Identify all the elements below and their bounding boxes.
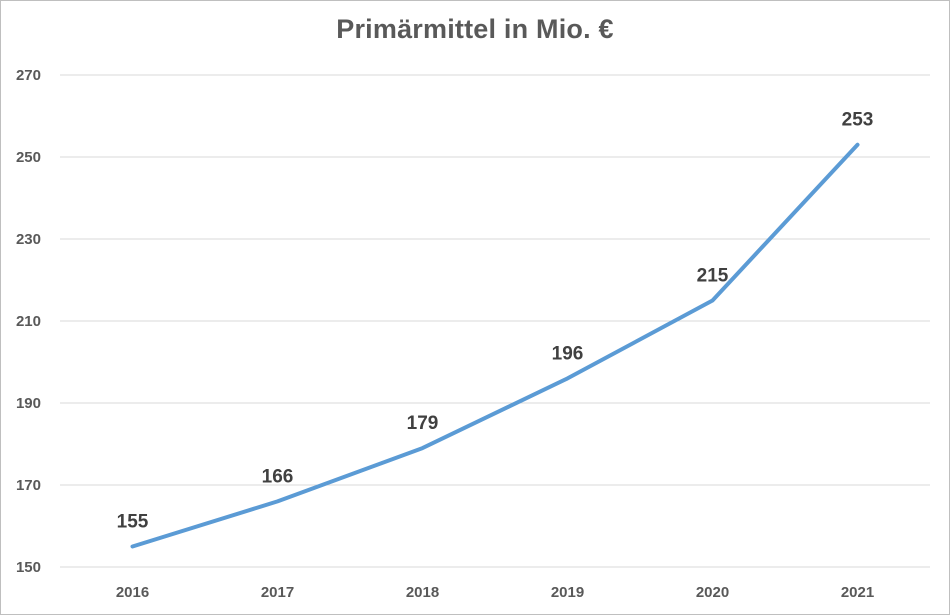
data-label-2018: 179: [407, 413, 439, 434]
x-tick-label-2021: 2021: [841, 584, 874, 601]
data-label-2020: 215: [697, 266, 729, 287]
x-tick-label-2019: 2019: [551, 584, 584, 601]
x-tick-label-2020: 2020: [696, 584, 729, 601]
x-tick-label-2016: 2016: [116, 584, 149, 601]
chart-title: Primärmittel in Mio. €: [336, 14, 614, 44]
x-tick-label-2017: 2017: [261, 584, 294, 601]
series-line-0: [130, 142, 860, 549]
data-label-2019: 196: [552, 343, 584, 364]
y-tick-label-250: 250: [16, 149, 41, 166]
data-label-2016: 155: [117, 512, 149, 533]
y-tick-label-210: 210: [16, 313, 41, 330]
data-label-2017: 166: [262, 466, 294, 487]
y-tick-label-150: 150: [16, 559, 41, 576]
y-tick-label-230: 230: [16, 231, 41, 248]
y-tick-label-190: 190: [16, 395, 41, 412]
y-tick-label-270: 270: [16, 67, 41, 84]
x-tick-label-2018: 2018: [406, 584, 439, 601]
y-tick-label-170: 170: [16, 477, 41, 494]
data-label-2021: 253: [842, 110, 874, 131]
